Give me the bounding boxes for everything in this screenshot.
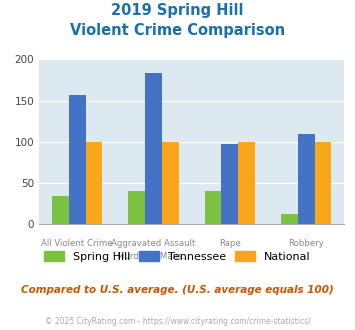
- Text: Rape: Rape: [219, 239, 241, 248]
- Text: Violent Crime Comparison: Violent Crime Comparison: [70, 23, 285, 38]
- Legend: Spring Hill, Tennessee, National: Spring Hill, Tennessee, National: [40, 247, 315, 267]
- Text: 2019 Spring Hill: 2019 Spring Hill: [111, 3, 244, 18]
- Text: Aggravated Assault: Aggravated Assault: [111, 239, 196, 248]
- Bar: [315, 142, 331, 224]
- Bar: [86, 142, 102, 224]
- Bar: [281, 214, 298, 224]
- Text: All Violent Crime: All Violent Crime: [42, 239, 113, 248]
- Bar: [162, 142, 179, 224]
- Text: © 2025 CityRating.com - https://www.cityrating.com/crime-statistics/: © 2025 CityRating.com - https://www.city…: [45, 317, 310, 326]
- Text: Murder & Mans...: Murder & Mans...: [117, 252, 190, 261]
- Bar: [205, 191, 222, 224]
- Bar: [298, 134, 315, 224]
- Text: Robbery: Robbery: [288, 239, 324, 248]
- Bar: [69, 95, 86, 224]
- Bar: [52, 195, 69, 224]
- Bar: [238, 142, 255, 224]
- Bar: [222, 144, 238, 224]
- Bar: [145, 73, 162, 224]
- Text: Compared to U.S. average. (U.S. average equals 100): Compared to U.S. average. (U.S. average …: [21, 285, 334, 295]
- Bar: [129, 191, 145, 224]
